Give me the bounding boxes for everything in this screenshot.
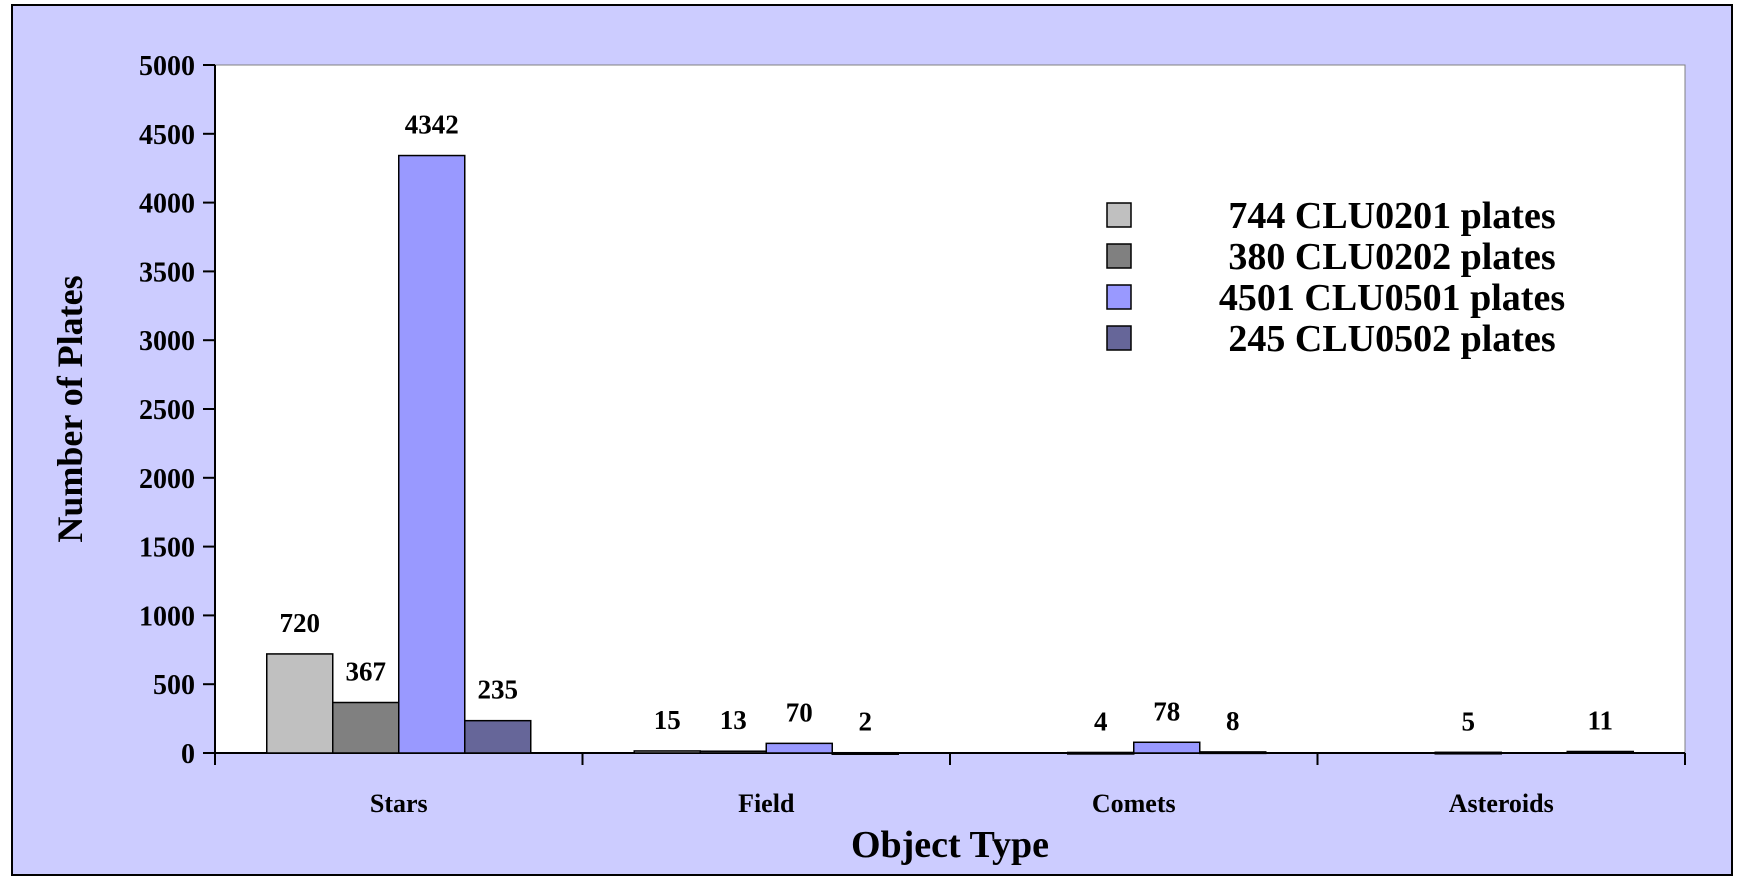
data-label: 235 (478, 675, 519, 705)
x-axis-title: Object Type (851, 824, 1049, 866)
legend-swatch-series-2 (1106, 243, 1132, 269)
data-label: 5 (1462, 706, 1476, 736)
data-label: 13 (720, 705, 747, 735)
bar-asteroids-series-2 (1434, 751, 1502, 755)
y-tick-label: 4000 (139, 189, 195, 220)
y-tick-label: 2500 (139, 395, 195, 426)
data-label: 8 (1226, 706, 1240, 736)
bar-asteroids-series-4 (1566, 750, 1634, 754)
bar-field-series-2 (699, 750, 767, 754)
data-label: 15 (654, 705, 681, 735)
bar-comets-series-2 (1067, 751, 1135, 755)
x-tick-label: Asteroids (1449, 789, 1554, 818)
bar-field-series-3 (765, 742, 833, 754)
x-tick-label: Comets (1092, 789, 1176, 818)
legend-label-series-2: 380 CLU0202 plates (1228, 236, 1555, 278)
legend-swatch-series-1 (1106, 202, 1132, 228)
data-label: 4342 (405, 110, 459, 140)
y-axis: 0 500 1000 1500 2000 2500 3000 3500 4000 4500 5000 (139, 51, 216, 770)
y-tick-label: 500 (153, 670, 195, 701)
legend-swatch-series-4 (1106, 325, 1132, 351)
y-tick-label: 0 (181, 739, 195, 770)
y-tick-label: 3000 (139, 326, 195, 357)
y-tick-label: 4500 (139, 120, 195, 151)
y-tick-label: 1000 (139, 601, 195, 632)
legend-label-series-4: 245 CLU0502 plates (1228, 318, 1555, 360)
legend-swatch-series-3 (1106, 284, 1132, 310)
bar-comets-series-4 (1199, 751, 1267, 755)
data-label: 720 (280, 608, 321, 638)
y-tick-label: 1500 (139, 533, 195, 564)
data-labels: 720 367 4342 235 15 13 70 2 4 78 8 5 11 (280, 110, 1614, 737)
legend-label-series-3: 4501 CLU0501 plates (1219, 277, 1565, 319)
data-label: 70 (786, 697, 813, 727)
bar-stars-series-2 (332, 701, 400, 754)
legend-label-series-1: 744 CLU0201 plates (1228, 195, 1555, 237)
bar-stars-series-1 (266, 653, 334, 754)
y-tick-label: 3500 (139, 257, 195, 288)
bar-field-series-4 (831, 751, 899, 755)
y-tick-label: 5000 (139, 51, 195, 82)
bar-stars-series-3 (398, 154, 466, 754)
x-tick-label: Field (738, 789, 795, 818)
y-tick-label: 2000 (139, 464, 195, 495)
data-label: 78 (1153, 696, 1180, 726)
bars (266, 154, 1634, 755)
bar-field-series-1 (633, 750, 701, 754)
data-label: 2 (859, 707, 873, 737)
bar-comets-series-3 (1133, 741, 1201, 754)
data-label: 4 (1094, 706, 1108, 736)
y-axis-title: Number of Plates (50, 275, 90, 542)
bar-stars-series-4 (464, 719, 532, 754)
data-label: 367 (346, 657, 387, 687)
data-label: 11 (1587, 705, 1613, 735)
x-tick-label: Stars (370, 789, 428, 818)
